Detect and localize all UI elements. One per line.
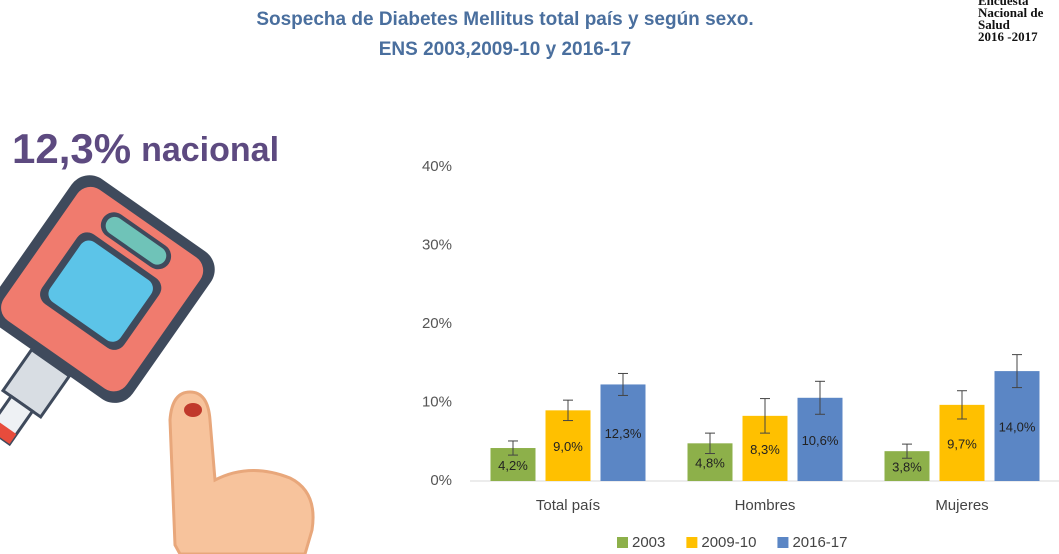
logo-line: 2016 -2017 xyxy=(978,29,1038,44)
y-tick-label: 10% xyxy=(422,393,452,410)
legend-swatch xyxy=(686,537,698,548)
data-label: 14,0% xyxy=(999,419,1036,434)
error-bar xyxy=(1012,354,1022,389)
logo-line: Nacional de xyxy=(978,5,1044,20)
plot: 0% 10% 20% 30% 40% Total país 4,2% 9,0% 12,3% Hom… xyxy=(422,158,1040,551)
y-tick-label: 20% xyxy=(422,315,452,332)
headline: 12,3% nacional xyxy=(12,125,279,172)
x-tick-label: Mujeres xyxy=(935,497,988,514)
legend-label: 2003 xyxy=(632,534,665,551)
legend: 2003 2009-10 2016-17 xyxy=(617,534,848,551)
legend-swatch xyxy=(777,537,789,548)
data-label: 8,3% xyxy=(750,442,780,457)
x-tick-label: Hombres xyxy=(735,497,796,514)
headline-label: nacional xyxy=(141,131,279,169)
data-label: 9,0% xyxy=(553,439,583,454)
headline-value: 12,3% xyxy=(12,125,131,172)
error-bar xyxy=(815,380,825,415)
data-label: 12,3% xyxy=(605,426,642,441)
bar xyxy=(994,371,1040,481)
logo-line: Encuesta xyxy=(978,0,1029,8)
chart-subtitle: ENS 2003,2009-10 y 2016-17 xyxy=(379,39,631,60)
data-label: 3,8% xyxy=(892,460,922,475)
bar xyxy=(545,410,591,481)
error-bar xyxy=(508,440,518,456)
bar xyxy=(600,384,646,481)
chart-title: Sospecha de Diabetes Mellitus total país… xyxy=(256,9,753,30)
error-bar xyxy=(563,399,573,422)
finger xyxy=(168,390,315,554)
legend-label: 2009-10 xyxy=(701,534,756,551)
error-bar xyxy=(902,443,912,459)
data-label: 4,8% xyxy=(695,456,725,471)
legend-swatch xyxy=(617,537,628,548)
x-tick-label: Total país xyxy=(536,497,600,514)
error-bar xyxy=(760,398,770,434)
error-bar xyxy=(618,372,628,396)
logo-line: Salud xyxy=(978,17,1011,32)
error-bar xyxy=(705,432,715,455)
y-tick-label: 0% xyxy=(430,472,452,489)
glucometer-illustration xyxy=(0,175,315,554)
data-label: 10,6% xyxy=(802,433,839,448)
data-label: 4,2% xyxy=(498,458,528,473)
y-tick-label: 40% xyxy=(422,158,452,175)
meter xyxy=(0,175,215,447)
legend-label: 2016-17 xyxy=(792,534,847,551)
error-bar xyxy=(957,390,967,420)
y-tick-label: 30% xyxy=(422,236,452,253)
blood-drop xyxy=(184,403,202,417)
data-label: 9,7% xyxy=(947,436,977,451)
